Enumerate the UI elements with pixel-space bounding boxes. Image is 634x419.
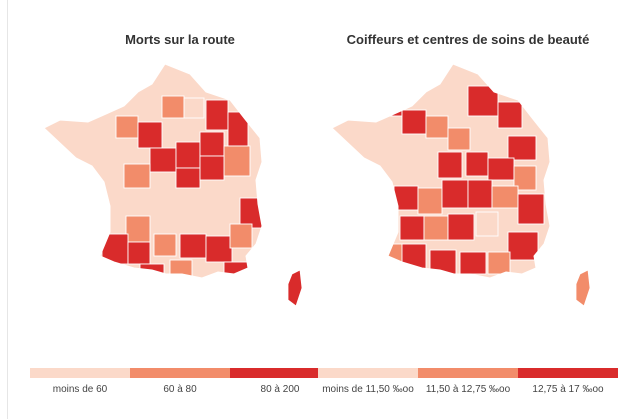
legend-swatch-high bbox=[230, 368, 330, 378]
map-title: Morts sur la route bbox=[125, 32, 235, 47]
map-panel-road-deaths: Morts sur la route bbox=[30, 0, 330, 419]
map-regions bbox=[101, 95, 262, 278]
legend: moins de 11,50 ‰oo 11,50 à 12,75 ‰oo 12,… bbox=[318, 368, 618, 395]
legend-swatch-mid bbox=[130, 368, 230, 378]
legend-swatch-low bbox=[318, 368, 418, 378]
corsica bbox=[287, 269, 303, 307]
legend-label-high: 80 à 200 bbox=[260, 384, 300, 395]
map-title: Coiffeurs et centres de soins de beauté bbox=[346, 32, 590, 47]
france-map-road-deaths bbox=[43, 63, 303, 307]
france-map-hairdressers bbox=[331, 63, 591, 307]
legend-label-low: moins de 60 bbox=[52, 384, 108, 395]
page-edge-rule bbox=[7, 0, 8, 419]
legend-swatch-mid bbox=[418, 368, 518, 378]
map-panel-hairdressers: Coiffeurs et centres de soins de beauté bbox=[318, 0, 618, 419]
legend-label-mid: 60 à 80 bbox=[163, 384, 197, 395]
corsica bbox=[575, 269, 591, 307]
map-regions bbox=[377, 85, 545, 275]
legend-swatch-low bbox=[30, 368, 130, 378]
legend-label-mid: 11,50 à 12,75 ‰oo bbox=[425, 384, 511, 395]
legend: moins de 60 60 à 80 80 à 200 bbox=[30, 368, 330, 395]
legend-swatch-high bbox=[518, 368, 618, 378]
legend-label-high: 12,75 à 17 ‰oo bbox=[532, 384, 604, 395]
legend-label-low: moins de 11,50 ‰oo bbox=[322, 384, 414, 395]
